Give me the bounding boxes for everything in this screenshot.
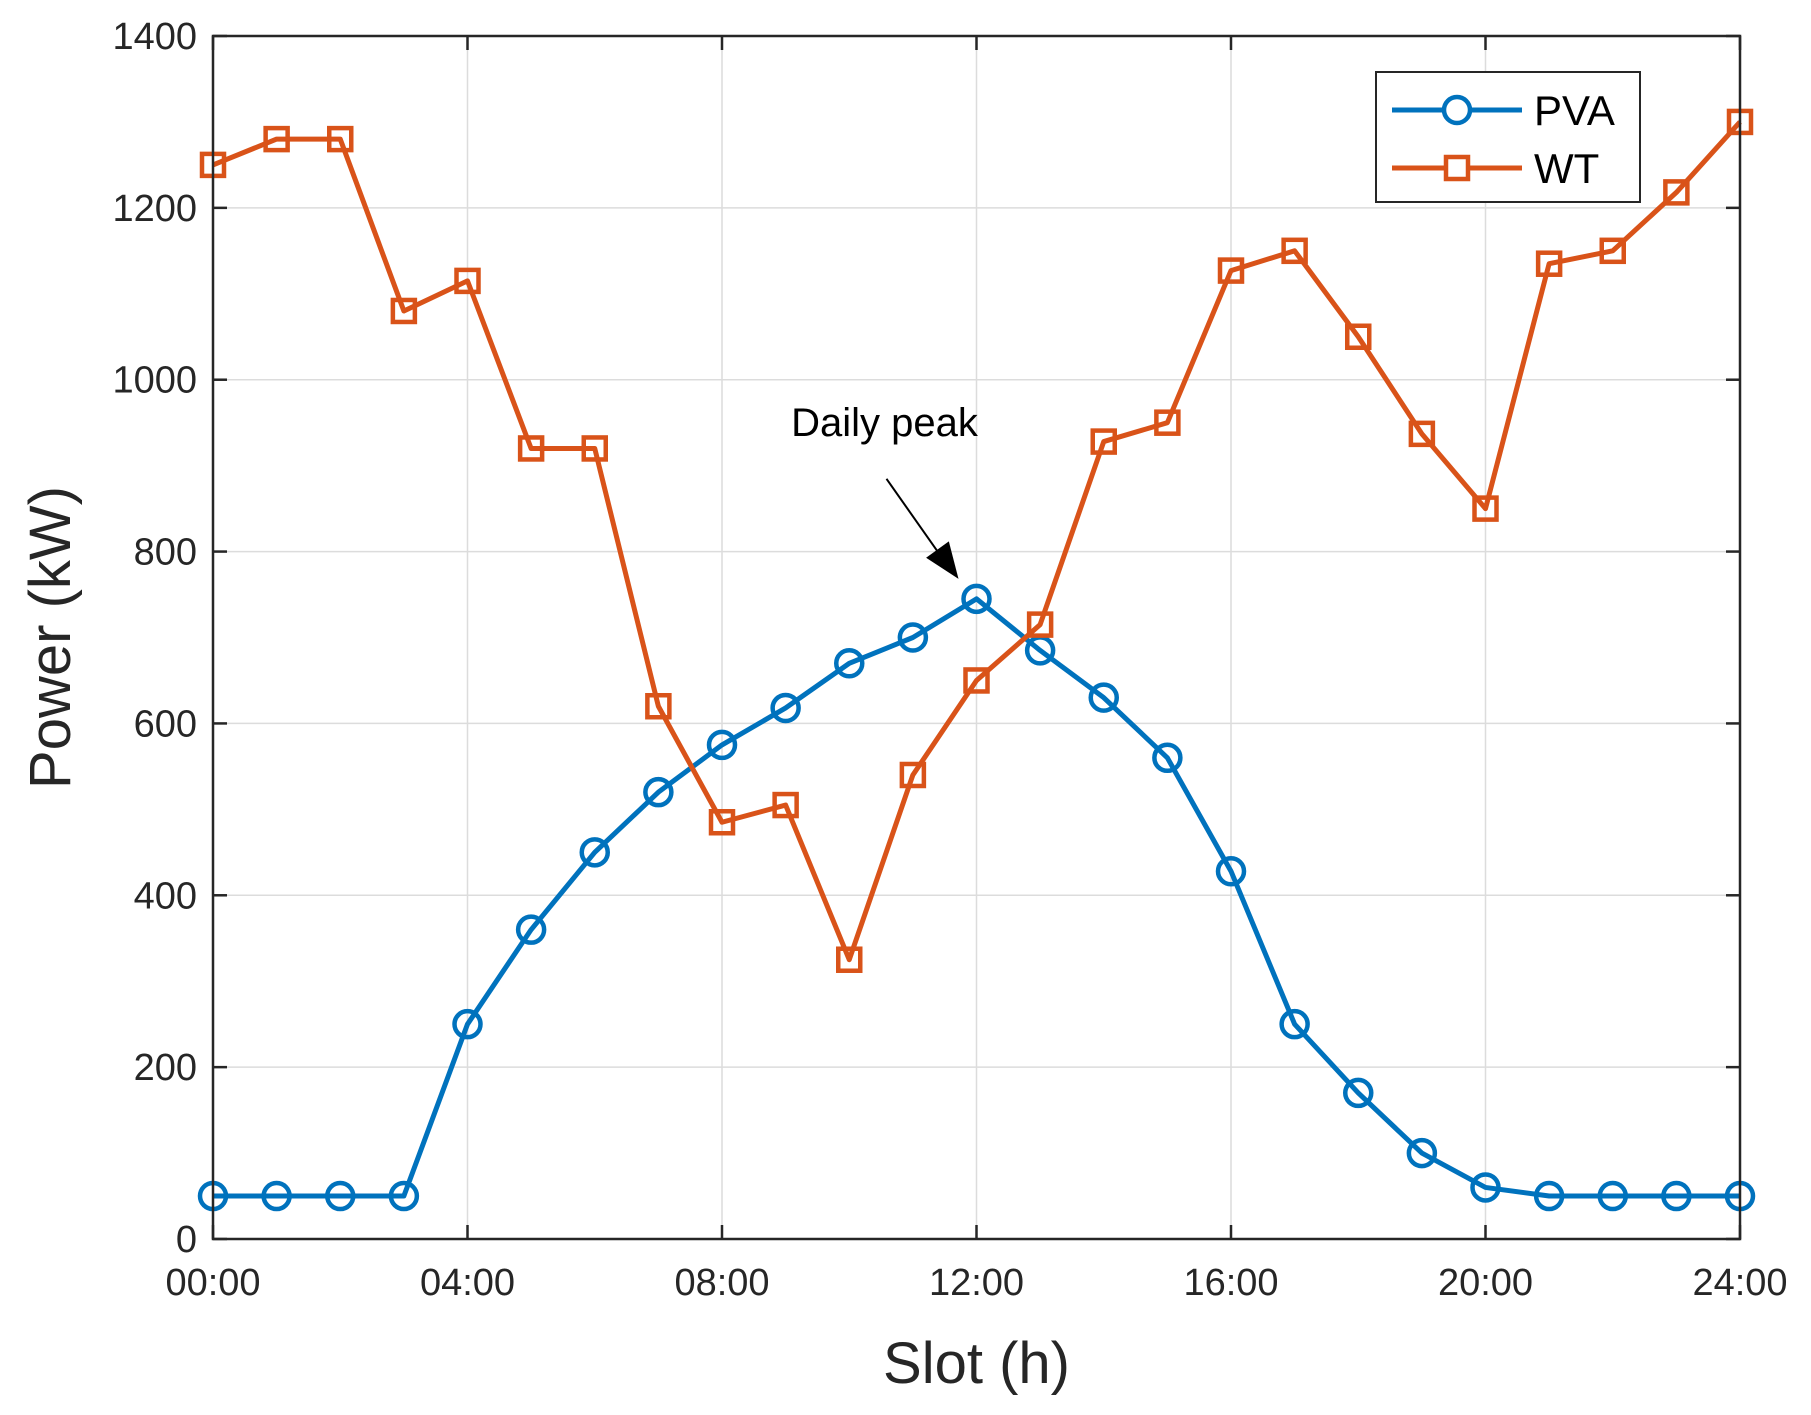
data-point-pva xyxy=(834,648,865,679)
x-tick-label: 12:00 xyxy=(929,1262,1024,1304)
x-tick-label: 04:00 xyxy=(420,1262,515,1304)
data-point-pva xyxy=(1597,1180,1628,1212)
data-point-wt xyxy=(899,761,927,789)
x-tick-label: 16:00 xyxy=(1183,1262,1278,1304)
data-point-pva xyxy=(1279,1008,1310,1040)
data-point-wt xyxy=(1090,428,1117,455)
x-axis-title: Slot (h) xyxy=(883,1331,1070,1396)
y-tick-label: 1200 xyxy=(112,188,197,230)
data-point-pva xyxy=(897,622,929,653)
data-point-wt xyxy=(517,435,545,462)
data-point-pva xyxy=(1533,1180,1565,1212)
data-point-pva xyxy=(388,1180,420,1212)
data-point-wt xyxy=(390,297,418,325)
data-point-pva xyxy=(643,776,674,808)
y-tick-label: 1400 xyxy=(112,16,197,58)
data-point-pva xyxy=(325,1180,356,1212)
data-point-wt xyxy=(645,692,672,720)
data-point-pva xyxy=(1152,742,1183,774)
data-point-pva xyxy=(1215,855,1247,887)
series-line-wt xyxy=(212,120,1742,963)
y-tick-label: 800 xyxy=(134,532,197,574)
data-point-pva xyxy=(1661,1180,1692,1212)
data-point-wt xyxy=(454,267,481,295)
legend-marker-wt xyxy=(1443,154,1471,182)
annotation-arrow-head xyxy=(926,541,959,579)
data-point-wt xyxy=(1281,237,1308,265)
y-tick-label: 200 xyxy=(134,1047,197,1089)
data-point-wt xyxy=(963,667,990,694)
data-point-wt xyxy=(1217,257,1245,284)
data-point-pva xyxy=(1406,1137,1438,1169)
data-point-pva xyxy=(706,729,738,761)
data-point-wt xyxy=(1599,237,1626,265)
legend-marker-pva xyxy=(1441,94,1473,126)
x-tick-label: 00:00 xyxy=(165,1262,260,1304)
annotation-daily-peak: Daily peak xyxy=(791,401,979,445)
data-point-wt xyxy=(1026,611,1054,638)
series-line-pva xyxy=(213,596,1740,1199)
data-point-wt xyxy=(1408,420,1436,448)
series-pva xyxy=(197,583,1756,1212)
data-point-pva xyxy=(579,837,610,868)
data-point-wt xyxy=(836,946,863,973)
y-tick-label: 0 xyxy=(176,1219,197,1261)
data-point-pva xyxy=(515,914,547,945)
x-tick-label: 24:00 xyxy=(1692,1262,1787,1304)
legend-entry-wt: WT xyxy=(1534,145,1599,192)
annotation: Daily peak xyxy=(791,401,979,579)
data-point-wt xyxy=(263,125,290,153)
y-tick-label: 1000 xyxy=(112,360,197,402)
y-tick-label: 600 xyxy=(134,703,197,745)
x-tick-label: 08:00 xyxy=(674,1262,769,1304)
data-point-pva xyxy=(452,1008,483,1040)
data-point-pva xyxy=(1343,1077,1374,1109)
data-point-wt xyxy=(1154,409,1181,436)
data-point-wt xyxy=(1663,179,1690,206)
grid-lines xyxy=(213,36,1740,1239)
axis-ticks: 00:00 04:00 08:00 12:00 16:00 20:00 24:00 0 200 4… xyxy=(112,16,1787,1304)
y-axis-title: Power (kW) xyxy=(18,486,83,789)
data-point-pva xyxy=(770,692,801,724)
data-point-pva xyxy=(1470,1172,1501,1203)
data-point-wt xyxy=(327,125,354,153)
legend: PVA WT xyxy=(1375,71,1641,203)
data-point-pva xyxy=(1088,682,1119,713)
y-tick-label: 400 xyxy=(134,875,197,917)
data-point-wt xyxy=(772,791,799,819)
data-point-pva xyxy=(961,583,992,615)
data-point-wt xyxy=(581,435,608,462)
data-point-wt xyxy=(708,808,736,836)
data-point-wt xyxy=(1472,495,1499,522)
legend-entry-pva: PVA xyxy=(1534,87,1615,134)
data-point-pva xyxy=(261,1180,292,1212)
x-tick-label: 20:00 xyxy=(1438,1262,1533,1304)
legend-box xyxy=(1375,71,1641,203)
data-point-wt xyxy=(1535,250,1563,277)
data-point-wt xyxy=(1345,323,1372,350)
series-layer xyxy=(197,108,1756,1212)
